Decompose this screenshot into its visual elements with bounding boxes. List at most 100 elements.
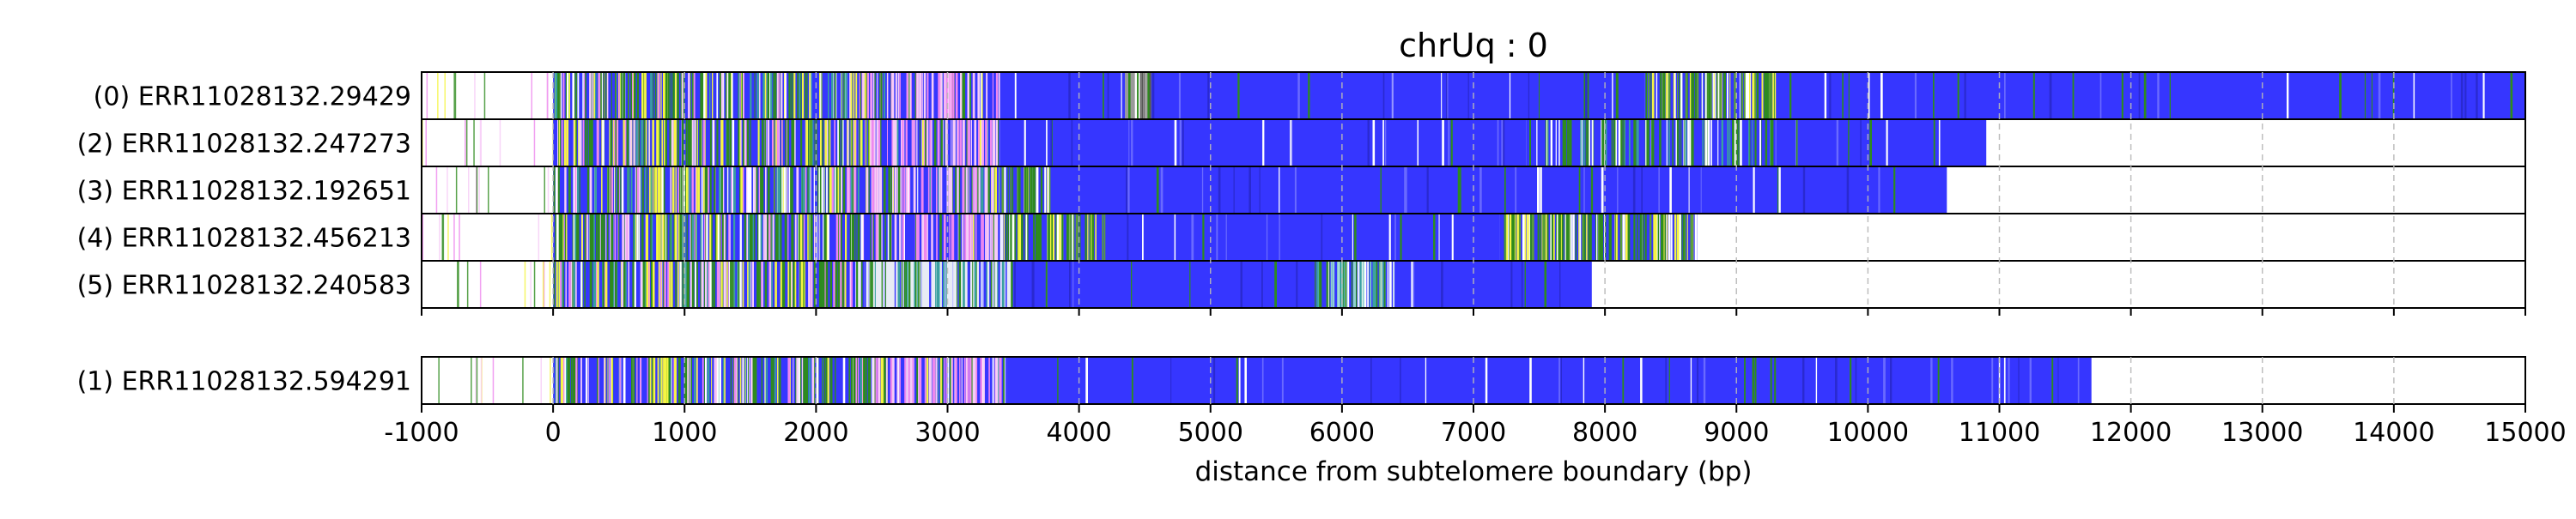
read-mark <box>696 166 698 214</box>
pre-boundary-mark <box>499 119 501 166</box>
read-mark <box>802 261 805 308</box>
read-mark <box>1886 119 1888 166</box>
read-mark <box>1632 166 1636 214</box>
read-mark <box>787 261 790 308</box>
read-mark <box>708 261 711 308</box>
read-mark <box>994 214 997 261</box>
read-mark <box>949 72 951 119</box>
pre-boundary-mark <box>459 214 460 261</box>
read-label: (5) ERR11028132.240583 <box>77 271 411 301</box>
read-mark <box>743 166 744 214</box>
read-mark <box>1372 119 1376 166</box>
read-mark <box>1047 166 1048 214</box>
read-mark <box>705 261 708 308</box>
read-mark <box>780 261 783 308</box>
read-mark <box>606 214 609 261</box>
read-mark <box>787 214 789 261</box>
read-label: (1) ERR11028132.594291 <box>77 367 411 397</box>
read-mark <box>1707 119 1710 166</box>
read-mark <box>709 214 712 261</box>
read-mark <box>714 357 716 404</box>
read-mark <box>835 261 837 308</box>
read-mark <box>926 119 927 166</box>
read-mark <box>1441 261 1443 308</box>
read-mark <box>691 119 694 166</box>
read-mark <box>586 357 587 404</box>
read-mark <box>959 119 963 166</box>
read-mark <box>1138 72 1140 119</box>
read-mark <box>1057 357 1059 404</box>
read-mark <box>952 72 955 119</box>
read-mark <box>809 214 811 261</box>
read-mark <box>1131 261 1133 308</box>
read-mark <box>827 214 829 261</box>
read-mark <box>580 357 582 404</box>
read-segment <box>1776 72 2525 119</box>
read-mark <box>1376 261 1378 308</box>
read-mark <box>1413 261 1415 308</box>
read-mark <box>809 72 811 119</box>
read-segment <box>1151 72 1644 119</box>
read-mark <box>1107 72 1109 119</box>
read-mark <box>681 72 683 119</box>
read-mark <box>688 261 690 308</box>
read-mark <box>1964 72 1966 119</box>
read-mark <box>655 166 658 214</box>
read-mark <box>711 214 713 261</box>
read-mark <box>917 214 920 261</box>
pre-boundary-mark <box>454 72 457 119</box>
read-mark <box>788 72 791 119</box>
read-mark <box>1754 119 1757 166</box>
read-mark <box>1018 214 1020 261</box>
read-mark <box>850 214 852 261</box>
read-mark <box>1370 357 1372 404</box>
read-mark <box>702 261 704 308</box>
read-mark <box>906 357 908 404</box>
read-mark <box>1602 214 1604 261</box>
read-mark <box>604 357 605 404</box>
read-mark <box>638 119 641 166</box>
read-mark <box>646 261 649 308</box>
read-mark <box>983 357 985 404</box>
read-mark <box>1001 166 1004 214</box>
read-mark <box>1032 166 1036 214</box>
read-mark <box>1005 261 1007 308</box>
read-mark <box>998 261 1000 308</box>
read-mark <box>943 214 945 261</box>
read-mark <box>931 119 933 166</box>
read-mark <box>619 357 621 404</box>
read-mark <box>1069 261 1071 308</box>
read-mark <box>611 166 614 214</box>
read-mark <box>1547 119 1549 166</box>
pre-boundary-mark <box>471 357 472 404</box>
read-mark <box>1719 72 1722 119</box>
read-mark <box>982 119 984 166</box>
read-mark <box>1658 214 1661 261</box>
read-mark <box>944 357 945 404</box>
read-mark <box>756 72 759 119</box>
read-mark <box>853 357 856 404</box>
read-mark <box>999 166 1001 214</box>
read-mark <box>638 214 641 261</box>
pre-boundary-mark <box>447 166 448 214</box>
read-mark <box>796 166 799 214</box>
read-mark <box>990 119 993 166</box>
read-mark <box>1380 166 1382 214</box>
read-mark <box>1561 214 1564 261</box>
read-mark <box>1744 72 1747 119</box>
read-mark <box>943 261 945 308</box>
read-mark <box>986 119 987 166</box>
read-segment <box>999 72 1126 119</box>
read-mark <box>648 166 651 214</box>
read-mark <box>601 72 603 119</box>
read-mark <box>864 261 866 308</box>
read-mark <box>658 261 660 308</box>
read-mark <box>838 119 841 166</box>
read-mark <box>780 214 782 261</box>
read-mark <box>846 166 848 214</box>
read-mark <box>653 357 656 404</box>
read-mark <box>1824 72 1827 119</box>
read-mark <box>1405 166 1407 214</box>
read-mark <box>1772 72 1774 119</box>
read-mark <box>682 166 683 214</box>
